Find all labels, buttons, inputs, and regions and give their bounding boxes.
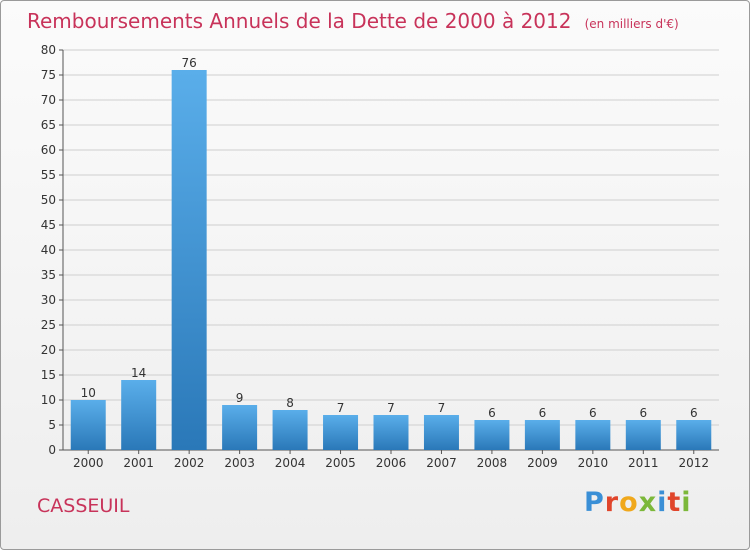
y-tick-label: 55 <box>41 168 56 182</box>
data-label-2006: 7 <box>387 401 395 415</box>
bars <box>70 70 712 450</box>
brand-letter: x <box>638 487 658 518</box>
x-tick-label-2003: 2003 <box>224 456 255 470</box>
y-tick-label: 15 <box>41 368 56 382</box>
x-tick-label-2004: 2004 <box>275 456 306 470</box>
grid-lines <box>63 49 719 451</box>
data-label-2008: 6 <box>488 406 496 420</box>
bar-2000 <box>70 400 106 450</box>
axes <box>59 49 719 454</box>
brand-letter: o <box>619 487 639 518</box>
x-tick-label-2006: 2006 <box>376 456 407 470</box>
bar-2001 <box>121 380 157 450</box>
x-tick-label-2011: 2011 <box>628 456 659 470</box>
x-tick-label-2012: 2012 <box>678 456 709 470</box>
data-label-2001: 14 <box>131 366 146 380</box>
bar-2009 <box>524 420 560 450</box>
brand-letter: t <box>667 487 682 518</box>
brand-letter: i <box>681 487 692 518</box>
chart-title: Remboursements Annuels de la Dette de 20… <box>27 9 572 33</box>
x-tick-label-2002: 2002 <box>174 456 205 470</box>
bar-2010 <box>575 420 611 450</box>
x-tick-labels: 2000 2001 2002 2003 2004 2005 2006 2007 2008 2009… <box>73 456 709 470</box>
brand-letter: i <box>657 487 668 518</box>
bar-2003 <box>222 405 258 450</box>
data-label-2012: 6 <box>690 406 698 420</box>
brand-logo: Proxiti <box>584 487 692 518</box>
data-label-2003: 9 <box>236 391 244 405</box>
x-tick-label-2007: 2007 <box>426 456 457 470</box>
brand-letter: P <box>584 487 605 518</box>
x-tick-label-2000: 2000 <box>73 456 104 470</box>
y-tick-labels: 0 5 10 15 20 25 30 35 40 45 50 55 60 65 70 75 80 <box>41 43 56 457</box>
y-tick-label: 70 <box>41 93 56 107</box>
bar-2008 <box>474 420 510 450</box>
data-label-2009: 6 <box>539 406 547 420</box>
data-label-2007: 7 <box>438 401 446 415</box>
bar-2012 <box>676 420 712 450</box>
data-label-2005: 7 <box>337 401 345 415</box>
y-tick-label: 0 <box>48 443 56 457</box>
x-tick-label-2005: 2005 <box>325 456 356 470</box>
data-label-2000: 10 <box>81 386 96 400</box>
y-tick-label: 30 <box>41 293 56 307</box>
commune-name: CASSEUIL <box>37 495 130 517</box>
data-label-2010: 6 <box>589 406 597 420</box>
bar-2006 <box>373 415 409 450</box>
bar-2004 <box>272 410 308 450</box>
y-tick-label: 10 <box>41 393 56 407</box>
data-label-2011: 6 <box>639 406 647 420</box>
y-tick-label: 25 <box>41 318 56 332</box>
bar-2007 <box>423 415 459 450</box>
y-tick-label: 75 <box>41 68 56 82</box>
y-tick-label: 35 <box>41 268 56 282</box>
bar-2005 <box>323 415 359 450</box>
chart-subtitle: (en milliers d'€) <box>584 17 679 31</box>
bar-2011 <box>625 420 661 450</box>
y-tick-label: 5 <box>48 418 56 432</box>
data-label-2002: 76 <box>182 56 197 70</box>
title-row: Remboursements Annuels de la Dette de 20… <box>27 9 679 33</box>
y-tick-label: 20 <box>41 343 56 357</box>
data-label-2004: 8 <box>286 396 294 410</box>
y-tick-label: 40 <box>41 243 56 257</box>
brand-letter: r <box>604 487 620 518</box>
y-tick-label: 45 <box>41 218 56 232</box>
x-tick-label-2008: 2008 <box>477 456 508 470</box>
x-tick-label-2001: 2001 <box>123 456 154 470</box>
bar-2002 <box>171 70 207 450</box>
y-tick-label: 80 <box>41 43 56 57</box>
y-tick-label: 65 <box>41 118 56 132</box>
x-tick-label-2010: 2010 <box>578 456 609 470</box>
x-tick-label-2009: 2009 <box>527 456 558 470</box>
y-tick-label: 50 <box>41 193 56 207</box>
y-tick-label: 60 <box>41 143 56 157</box>
